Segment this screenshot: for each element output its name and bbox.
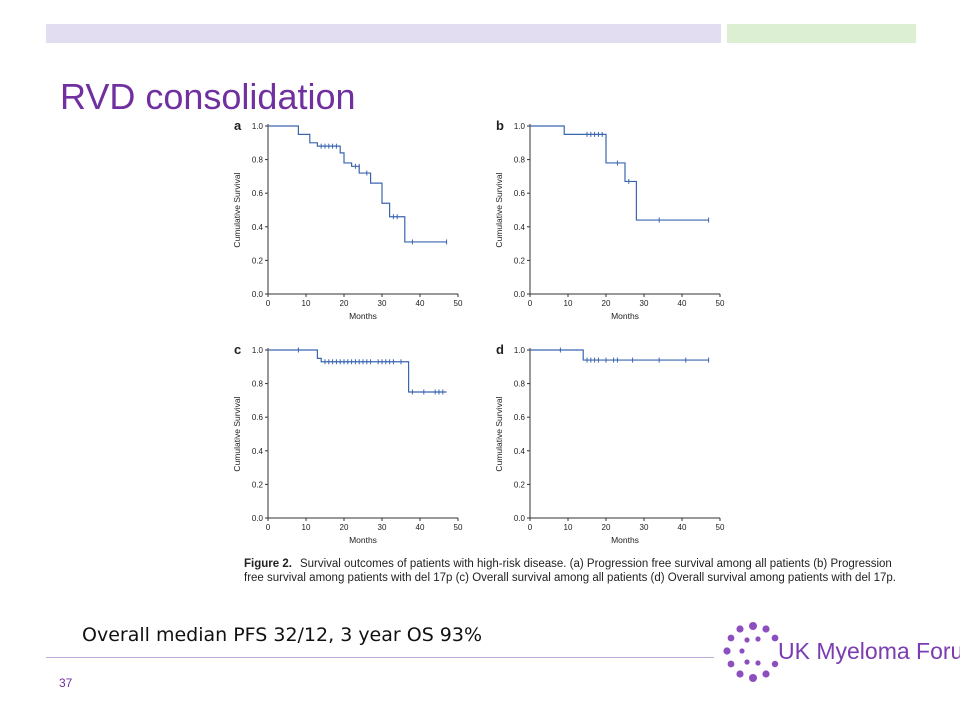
panel-label: a: [234, 118, 242, 133]
y-tick-label: 0.2: [252, 480, 264, 489]
page-number: 37: [59, 676, 73, 690]
km-chart-c: c 0.0 0.2 0.4 0.6 0.8 1.0 0 10 20 30 40 50 Months Cumu…: [232, 342, 463, 545]
y-tick-label: 0.2: [514, 480, 526, 489]
km-panel-b: b 0.0 0.2 0.4 0.6 0.8 1.0 0 10 20 30 40 50 Months Cumu…: [490, 114, 760, 334]
y-tick-label: 1.0: [514, 122, 526, 131]
panel-label: d: [496, 342, 504, 357]
x-tick-label: 20: [602, 523, 611, 532]
header-bar-left: [46, 24, 721, 43]
x-tick-label: 30: [640, 299, 649, 308]
x-tick-label: 50: [716, 523, 725, 532]
x-tick-label: 40: [416, 523, 425, 532]
km-panel-c: c 0.0 0.2 0.4 0.6 0.8 1.0 0 10 20 30 40 50 Months Cumu…: [228, 338, 498, 553]
y-tick-label: 0.8: [252, 156, 264, 165]
x-tick-label: 50: [454, 523, 463, 532]
x-tick-label: 10: [302, 299, 311, 308]
footer-divider: [46, 657, 714, 658]
y-axis-label: Cumulative Survival: [494, 172, 504, 247]
x-tick-label: 30: [640, 523, 649, 532]
survival-curve: [530, 349, 709, 361]
x-tick-label: 10: [564, 299, 573, 308]
panel-label: b: [496, 118, 504, 133]
x-tick-label: 20: [340, 299, 349, 308]
x-tick-label: 10: [302, 523, 311, 532]
km-panel-d: d 0.0 0.2 0.4 0.6 0.8 1.0 0 10 20 30 40 50 Months Cumu…: [490, 338, 760, 553]
x-tick-label: 30: [378, 523, 387, 532]
x-tick-label: 50: [454, 299, 463, 308]
x-axis-label: Months: [349, 311, 377, 321]
y-tick-label: 0.8: [514, 156, 526, 165]
x-tick-label: 10: [564, 523, 573, 532]
slide-title: RVD consolidation: [60, 76, 356, 117]
x-tick-label: 30: [378, 299, 387, 308]
survival-curve: [530, 125, 709, 221]
y-tick-label: 0.0: [252, 290, 264, 299]
y-tick-label: 0.4: [514, 223, 526, 232]
logo-text: UK Myeloma Forum: [778, 638, 960, 664]
x-tick-label: 50: [716, 299, 725, 308]
y-tick-label: 0.2: [514, 256, 526, 265]
x-axis-label: Months: [611, 311, 639, 321]
y-tick-label: 0.0: [514, 514, 526, 523]
y-tick-label: 1.0: [514, 346, 526, 355]
summary-text: Overall median PFS 32/12, 3 year OS 93%: [82, 624, 483, 646]
km-chart-a: a 0.0 0.2 0.4 0.6 0.8 1.0 0 10 20 30 40 50 Months Cumu…: [232, 118, 463, 321]
y-axis-label: Cumulative Survival: [232, 396, 242, 471]
y-tick-label: 0.0: [514, 290, 526, 299]
x-tick-label: 20: [602, 299, 611, 308]
y-tick-label: 0.4: [514, 447, 526, 456]
panel-label: c: [234, 342, 241, 357]
x-tick-label: 20: [340, 523, 349, 532]
y-tick-label: 0.0: [252, 514, 264, 523]
x-tick-label: 0: [528, 523, 533, 532]
x-tick-label: 40: [678, 523, 687, 532]
uk-myeloma-forum-logo: UK Myeloma Forum: [722, 620, 960, 686]
x-axis-label: Months: [349, 535, 377, 545]
km-chart-b: b 0.0 0.2 0.4 0.6 0.8 1.0 0 10 20 30 40 50 Months Cumu…: [494, 118, 725, 321]
y-tick-label: 0.2: [252, 256, 264, 265]
logo-dots-icon: [723, 622, 779, 682]
x-tick-label: 40: [678, 299, 687, 308]
x-axis-label: Months: [611, 535, 639, 545]
header-bar-right: [727, 24, 916, 43]
x-tick-label: 0: [266, 523, 271, 532]
y-tick-label: 0.4: [252, 447, 264, 456]
km-panel-a: a 0.0 0.2 0.4 0.6 0.8 1.0 0 10 20 30 40 50 Months Cumu…: [228, 114, 478, 334]
y-axis-label: Cumulative Survival: [494, 396, 504, 471]
y-tick-label: 0.6: [514, 413, 526, 422]
x-tick-label: 40: [416, 299, 425, 308]
figure-caption: Figure 2. Survival outcomes of patients w…: [244, 557, 914, 585]
x-tick-label: 0: [266, 299, 271, 308]
y-tick-label: 0.6: [252, 189, 264, 198]
figure-caption-label: Figure 2.: [244, 558, 292, 570]
survival-curve: [268, 125, 447, 243]
y-tick-label: 0.4: [252, 223, 264, 232]
y-tick-label: 0.8: [252, 380, 264, 389]
y-axis-label: Cumulative Survival: [232, 172, 242, 247]
x-tick-label: 0: [528, 299, 533, 308]
figure-caption-text: Survival outcomes of patients with high-…: [244, 558, 896, 584]
km-chart-d: d 0.0 0.2 0.4 0.6 0.8 1.0 0 10 20 30 40 50 Months Cumu…: [494, 342, 725, 545]
y-tick-label: 1.0: [252, 346, 264, 355]
y-tick-label: 1.0: [252, 122, 264, 131]
y-tick-label: 0.6: [514, 189, 526, 198]
y-tick-label: 0.8: [514, 380, 526, 389]
y-tick-label: 0.6: [252, 413, 264, 422]
survival-curve: [268, 349, 447, 393]
